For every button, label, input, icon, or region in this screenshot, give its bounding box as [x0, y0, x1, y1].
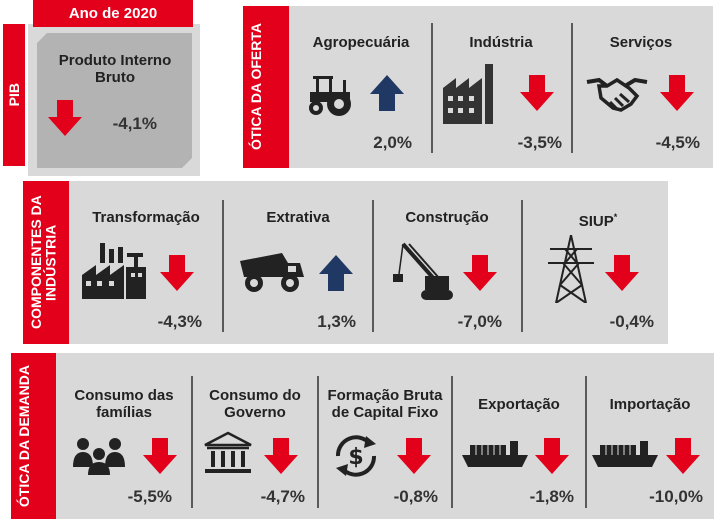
factory-plant-icon — [82, 243, 146, 299]
mining-truck-icon — [240, 253, 304, 292]
year-label: Ano de 2020 — [33, 0, 193, 27]
down-arrow-icon — [520, 75, 554, 111]
industria-side-label: COMPONENTES DA INDÚSTRIA — [28, 195, 59, 330]
oferta-item-title: Agropecuária — [312, 34, 410, 51]
oferta-item-title: Indústria — [469, 34, 533, 51]
industria-item-title: Extrativa — [266, 209, 330, 226]
down-arrow-icon — [463, 255, 497, 291]
demanda-item-title: Consumo das famílias — [74, 387, 174, 421]
down-arrow-icon — [143, 438, 177, 474]
oferta-side-bar: ÓTICA DA OFERTA — [243, 6, 289, 168]
down-arrow-icon — [264, 438, 298, 474]
pib-title: Produto Interno Bruto — [58, 52, 172, 86]
industria-item-value: -0,4% — [609, 312, 654, 331]
demanda-item-title: Importação — [609, 396, 691, 413]
demanda-item-value: -4,7% — [260, 487, 305, 506]
industria-item-title: Construção — [405, 209, 489, 226]
handshake-icon — [586, 77, 648, 112]
demanda-panel — [56, 353, 714, 519]
divider — [521, 200, 523, 332]
tractor-icon — [309, 76, 351, 116]
cargo-ship-icon — [462, 441, 528, 467]
cargo-ship-icon — [592, 441, 658, 467]
down-arrow-icon — [535, 438, 569, 474]
demanda-item-title: Exportação — [478, 396, 560, 413]
divider — [372, 200, 374, 332]
demanda-item-value: -5,5% — [127, 487, 172, 506]
oferta-item-value: -3,5% — [517, 133, 562, 152]
demanda-side-label: ÓTICA DA DEMANDA — [15, 364, 32, 508]
siup-label: SIUP — [578, 213, 614, 230]
industria-side-bar: COMPONENTES DA INDÚSTRIA — [23, 181, 69, 344]
pib-value: -4,1% — [112, 114, 157, 133]
siup-footnote-mark: * — [613, 212, 618, 222]
divider — [431, 23, 433, 153]
divider — [317, 376, 319, 508]
industria-item-title: SIUP* — [528, 209, 668, 230]
down-arrow-icon — [666, 438, 700, 474]
crane-icon — [393, 242, 453, 300]
down-arrow-icon — [397, 438, 431, 474]
demanda-side-bar: ÓTICA DA DEMANDA — [11, 353, 56, 519]
divider — [585, 376, 587, 508]
family-icon — [73, 438, 125, 475]
industria-item-title: Transformação — [92, 209, 200, 226]
pib-side-bar: PIB — [3, 24, 25, 166]
svg-text:$: $ — [348, 445, 363, 470]
factory-icon — [443, 64, 493, 124]
demanda-item-value: -1,8% — [529, 487, 574, 506]
oferta-side-label: ÓTICA DA OFERTA — [248, 23, 264, 151]
oferta-item-value: 2,0% — [373, 133, 412, 152]
demanda-item-title: Formação Bruta de Capital Fixo — [327, 387, 443, 421]
demanda-item-title: Consumo do Governo — [209, 387, 301, 421]
down-arrow-icon — [160, 255, 194, 291]
divider — [191, 376, 193, 508]
oferta-item-title: Serviços — [609, 34, 673, 51]
up-arrow-icon — [319, 255, 353, 291]
demanda-item-value: -0,8% — [393, 487, 438, 506]
industria-item-value: -7,0% — [457, 312, 502, 331]
oferta-panel — [289, 6, 713, 168]
industria-item-value: 1,3% — [317, 312, 356, 331]
divider — [222, 200, 224, 332]
government-building-icon — [204, 431, 252, 473]
down-arrow-icon — [660, 75, 694, 111]
demanda-item-value: -10,0% — [649, 487, 703, 506]
up-arrow-icon — [370, 75, 404, 111]
power-tower-icon — [548, 235, 594, 303]
divider — [571, 23, 573, 153]
oferta-item-value: -4,5% — [655, 133, 700, 152]
money-cycle-icon: $ — [335, 435, 377, 477]
down-arrow-icon — [605, 255, 639, 291]
divider — [451, 376, 453, 508]
pib-side-label: PIB — [5, 83, 22, 107]
down-arrow-icon — [48, 100, 82, 136]
industria-item-value: -4,3% — [157, 312, 202, 331]
